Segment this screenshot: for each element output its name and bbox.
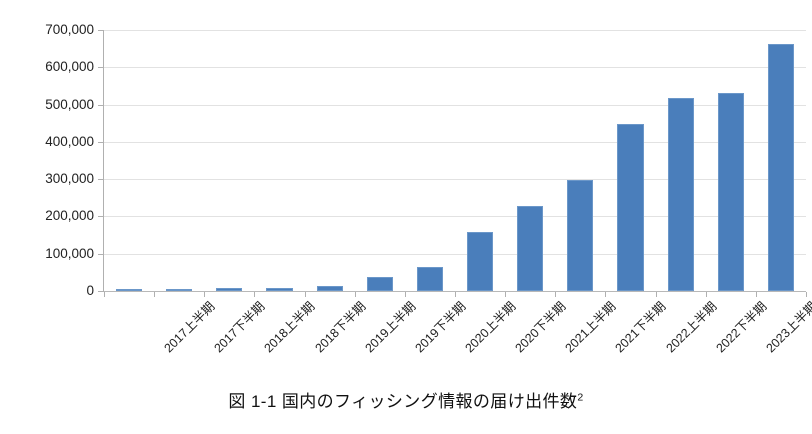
y-axis-tick-label: 600,000	[45, 59, 94, 74]
x-axis-tick	[806, 292, 807, 297]
bar	[316, 285, 343, 291]
bar	[366, 276, 393, 291]
x-axis-tick	[755, 292, 757, 297]
bar	[416, 266, 443, 291]
gridline	[104, 216, 806, 217]
x-axis-category-label: 2020上半期	[462, 299, 519, 356]
gridline	[104, 179, 806, 180]
footnote-marker: 2	[577, 391, 584, 404]
gridline	[104, 67, 806, 68]
bar	[717, 93, 744, 291]
bar	[116, 289, 143, 291]
x-axis-category-label: 2021下半期	[612, 299, 669, 356]
x-axis-category-label: 2021上半期	[562, 299, 619, 356]
x-axis-tick	[655, 292, 657, 297]
x-axis-category-label: 2022下半期	[713, 299, 770, 356]
x-axis-labels: 2017上半期 2017下半期 2018上半期 2018下半期 2019上半期 2019下…	[0, 296, 812, 386]
y-axis-tick-label: 700,000	[45, 22, 94, 37]
gridline	[104, 254, 806, 255]
y-axis-tick-label: 100,000	[45, 246, 94, 261]
x-axis-tick	[455, 292, 456, 297]
x-axis-category-label: 2018下半期	[311, 299, 369, 356]
y-axis-tick-label: 200,000	[45, 208, 94, 223]
y-axis-tick	[98, 30, 104, 31]
x-axis-tick	[555, 292, 557, 297]
y-axis-tick	[98, 142, 104, 143]
x-axis-category-label: 2017上半期	[161, 299, 218, 356]
x-axis-tick	[354, 292, 356, 297]
x-axis-tick	[254, 292, 256, 297]
y-axis-tick	[98, 67, 104, 68]
x-axis-category-label: 2023上半期	[763, 299, 812, 356]
y-axis-tick	[98, 179, 104, 180]
y-axis-line	[103, 30, 104, 292]
y-axis-tick	[98, 291, 104, 292]
bar	[517, 206, 544, 291]
x-axis-tick	[705, 292, 707, 297]
plot-area	[104, 30, 806, 291]
caption-prefix: 図 1-1	[228, 392, 282, 411]
x-axis-category-label: 2018上半期	[261, 299, 318, 356]
y-axis-tick	[98, 254, 104, 255]
x-axis-tick	[104, 292, 105, 297]
bar	[166, 288, 193, 291]
caption-text: 国内のフィッシング情報の届け出件数	[281, 392, 578, 411]
y-axis-tick-label: 0	[86, 283, 94, 298]
bar	[767, 43, 794, 291]
bar	[567, 180, 594, 291]
x-axis-category-label: 2022上半期	[662, 299, 720, 356]
x-axis-tick	[304, 292, 306, 297]
x-axis-tick	[404, 292, 406, 297]
gridline	[104, 105, 806, 106]
y-axis-tick	[98, 216, 104, 217]
x-axis-category-label: 2019下半期	[412, 299, 469, 356]
gridline	[104, 142, 806, 143]
bar	[467, 232, 494, 291]
figure-caption: 図 1-1 国内のフィッシング情報の届け出件数2	[0, 392, 812, 412]
x-axis-category-label: 2017下半期	[211, 299, 268, 356]
x-axis-category-label: 2020下半期	[512, 299, 569, 356]
bar	[617, 123, 644, 291]
y-axis-tick	[98, 105, 104, 106]
bar	[667, 97, 694, 291]
y-axis-tick-label: 300,000	[45, 171, 94, 186]
x-axis-tick	[204, 292, 206, 297]
bar-chart: 0 100,000 200,000 300,000 400,000 500,000 600,…	[45, 22, 812, 355]
gridline	[104, 291, 806, 292]
bar	[266, 287, 293, 291]
x-axis-tick	[154, 292, 156, 297]
y-axis-tick-label: 400,000	[45, 134, 94, 149]
x-axis-tick	[505, 292, 507, 297]
bar	[216, 287, 243, 291]
x-axis-category-label: 2019上半期	[362, 299, 419, 356]
gridline	[104, 30, 806, 31]
y-axis-tick-label: 500,000	[45, 97, 94, 112]
x-axis-tick	[605, 292, 607, 297]
